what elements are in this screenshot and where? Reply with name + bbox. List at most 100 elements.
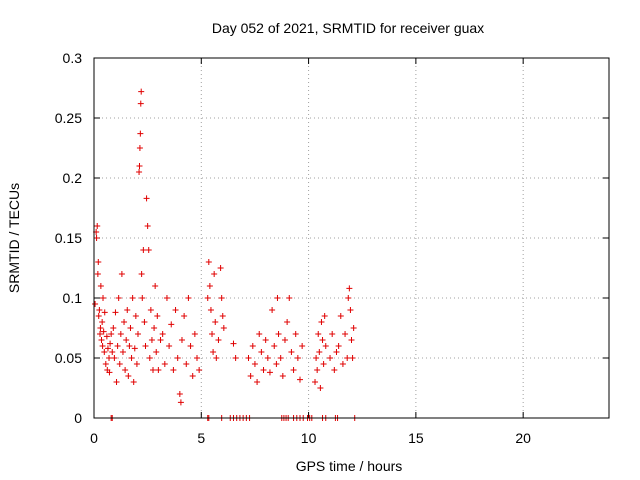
data-point: [115, 295, 122, 301]
data-point: [136, 145, 143, 151]
data-point: [181, 313, 188, 319]
data-point: [138, 88, 145, 95]
y-tick-label: 0: [74, 410, 82, 426]
data-point: [256, 331, 263, 337]
data-point: [337, 313, 344, 319]
data-point: [342, 331, 349, 337]
data-point: [316, 349, 323, 355]
data-point: [187, 343, 194, 349]
data-point: [136, 169, 143, 175]
data-point: [130, 379, 137, 385]
data-point: [230, 340, 237, 347]
data-point: [220, 325, 227, 331]
data-point: [97, 283, 104, 289]
data-point: [128, 355, 135, 361]
data-point: [97, 331, 104, 337]
data-point: [271, 343, 278, 349]
grid-lines: [94, 58, 609, 418]
y-tick-label: 0.2: [63, 170, 83, 186]
data-point: [94, 223, 101, 229]
data-point: [139, 295, 146, 301]
y-tick-label: 0.1: [63, 290, 83, 306]
data-point: [103, 333, 110, 340]
y-tick-label: 0.25: [55, 110, 82, 126]
data-point: [153, 349, 160, 355]
data-point: [313, 355, 320, 361]
data-point: [258, 349, 265, 355]
data-point: [320, 361, 327, 367]
chart-title: Day 052 of 2021, SRMTID for receiver gua…: [212, 20, 484, 36]
data-point: [318, 319, 325, 325]
data-point: [121, 319, 128, 325]
data-point: [154, 313, 161, 319]
data-point: [137, 130, 144, 137]
data-point: [312, 379, 319, 385]
data-point: [329, 331, 336, 337]
data-point: [217, 265, 224, 271]
data-point: [174, 355, 181, 361]
data-point: [196, 367, 203, 373]
data-point: [145, 247, 152, 253]
data-point: [111, 355, 118, 361]
data-point: [133, 361, 140, 367]
data-point: [215, 337, 222, 343]
data-point: [129, 295, 136, 301]
data-point: [349, 355, 356, 361]
data-point: [95, 259, 102, 265]
data-point: [113, 379, 120, 385]
data-point: [299, 343, 306, 349]
data-point: [279, 373, 286, 379]
data-point: [144, 223, 151, 229]
data-point: [99, 319, 106, 325]
data-point: [345, 295, 352, 301]
x-tick-label: 10: [301, 430, 317, 446]
data-point: [92, 301, 99, 307]
data-point: [344, 355, 351, 361]
data-point: [155, 367, 162, 373]
y-axis-label: SRMTID / TECUs: [6, 183, 22, 293]
data-point: [317, 385, 324, 391]
y-tick-label: 0.3: [63, 50, 83, 66]
data-point: [109, 349, 116, 355]
data-point: [125, 373, 132, 379]
data-point: [290, 367, 297, 373]
x-tick-label: 15: [408, 430, 424, 446]
axis-ticks: 0 0.05 0.1 0.15 0.2 0.25 0.3 0 5 10 15 20: [55, 50, 609, 446]
data-point: [136, 163, 143, 169]
data-point: [205, 259, 212, 265]
data-point: [219, 313, 226, 319]
data-point: [118, 271, 125, 277]
data-point: [126, 343, 133, 349]
x-tick-label: 20: [515, 430, 531, 446]
data-point: [218, 295, 225, 301]
data-point: [209, 331, 216, 337]
data-point: [134, 331, 141, 337]
data-point: [194, 355, 200, 361]
data-point: [98, 337, 105, 343]
data-point: [110, 325, 117, 331]
data-point: [166, 343, 173, 349]
data-point: [95, 313, 102, 319]
data-point: [211, 271, 218, 277]
data-point: [137, 100, 144, 107]
data-point: [151, 325, 158, 331]
data-point: [146, 355, 153, 361]
data-point: [107, 340, 114, 347]
data-point: [251, 361, 258, 367]
data-point: [143, 195, 150, 202]
data-point: [183, 361, 190, 367]
data-point: [104, 345, 111, 352]
data-point: [232, 355, 239, 361]
data-point: [99, 343, 106, 349]
plot-frame: [93, 57, 610, 419]
data-point: [147, 307, 154, 313]
data-point: [159, 331, 166, 337]
data-point: [348, 337, 355, 343]
data-point: [274, 295, 281, 301]
data-point: [245, 355, 252, 361]
data-point: [292, 331, 299, 337]
data-point: [117, 331, 124, 337]
data-point: [288, 349, 295, 355]
data-point: [170, 367, 177, 373]
data-point: [141, 319, 148, 325]
